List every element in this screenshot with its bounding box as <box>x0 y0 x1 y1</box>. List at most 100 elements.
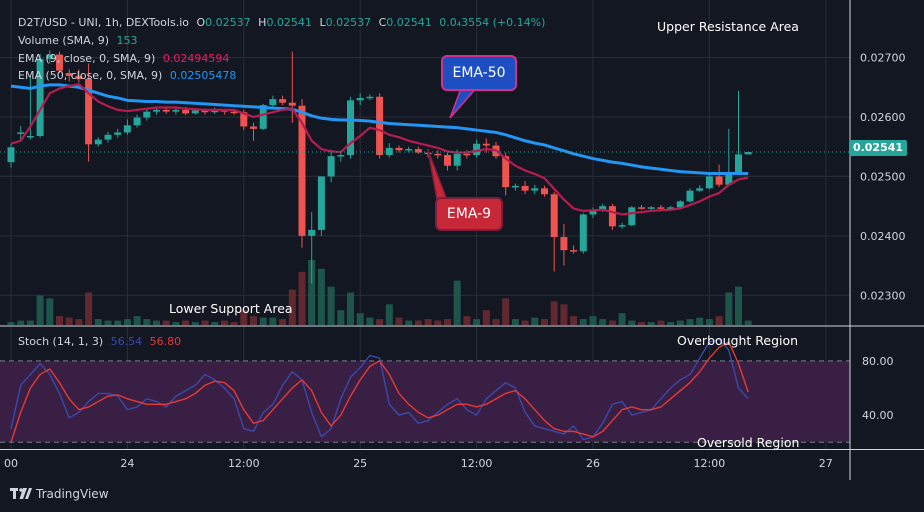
volume-bar <box>75 319 83 325</box>
volume-bar <box>686 319 694 325</box>
time-tick-label: 27 <box>819 457 833 470</box>
candle-body <box>385 147 393 156</box>
candle-body <box>511 185 519 188</box>
candle-body <box>143 111 151 118</box>
volume-bar <box>191 322 199 325</box>
candle-body <box>114 132 122 135</box>
tradingview-logo[interactable]: TradingView <box>10 487 109 501</box>
volume-bar <box>657 320 665 325</box>
volume-bar <box>715 316 723 325</box>
volume-bar <box>502 298 510 325</box>
candle-body <box>599 206 607 210</box>
volume-label: Volume (SMA, 9) <box>18 34 109 47</box>
stoch-d-line <box>10 341 749 443</box>
brand-name: TradingView <box>36 487 109 501</box>
candle-body <box>725 172 733 185</box>
ema9-callout: EMA-9 <box>435 197 503 231</box>
volume-bar <box>705 319 713 325</box>
candle-body <box>647 207 655 209</box>
candle-body <box>317 176 325 230</box>
low-label: L <box>319 16 326 29</box>
stoch-tick-label: 40.00 <box>862 409 894 422</box>
volume-bar <box>85 292 93 325</box>
volume-bar <box>463 316 471 325</box>
candle-body <box>191 110 199 114</box>
volume-bar <box>46 298 54 325</box>
volume-bar <box>220 320 228 325</box>
volume-bar <box>550 301 558 325</box>
time-tick-label: 24 <box>120 457 134 470</box>
volume-bar <box>676 320 684 325</box>
volume-bar <box>366 317 374 325</box>
ema50-callout: EMA-50 <box>441 55 517 91</box>
volume-bar <box>94 319 102 325</box>
ema50-value: 0.02505478 <box>169 69 237 82</box>
candle-body <box>269 99 277 106</box>
close-label: C <box>378 16 387 29</box>
volume-bar <box>541 319 548 325</box>
candle-body <box>85 78 93 145</box>
stochastic-panel <box>0 338 850 443</box>
volume-bar <box>65 317 73 325</box>
volume-bar <box>356 313 364 325</box>
volume-value: 153 <box>116 34 138 47</box>
candle-body <box>133 117 141 126</box>
volume-bar <box>667 322 675 325</box>
ema50-label: EMA (50, close, 0, SMA, 9) <box>18 69 163 82</box>
time-tick-label: 25 <box>353 457 367 470</box>
volume-bar <box>153 320 160 325</box>
candle-body <box>453 153 461 166</box>
time-tick-label: 12:00 <box>461 457 493 470</box>
stoch-label: Stoch (14, 1, 3) <box>18 335 104 348</box>
volume-bar <box>570 316 578 325</box>
candle-body <box>123 125 131 133</box>
candle-body <box>686 190 694 202</box>
volume-bar <box>521 320 529 325</box>
volume-bar <box>735 286 742 325</box>
volume-bar <box>385 304 393 325</box>
volume-bar <box>56 316 63 325</box>
candle-body <box>240 112 248 127</box>
candle-body <box>288 102 296 106</box>
candle-body <box>589 209 597 215</box>
lower-support-label: Lower Support Area <box>169 301 293 316</box>
stoch-k-line <box>10 338 749 441</box>
volume-bar <box>453 280 461 325</box>
volume-bar <box>405 320 413 325</box>
candle-body <box>94 139 102 145</box>
stoch-k-value: 56.54 <box>110 335 143 348</box>
candle-body <box>201 110 209 113</box>
volume-bar <box>395 317 403 325</box>
volume-bar <box>211 322 219 325</box>
candle-body <box>560 237 568 251</box>
candle-body <box>463 153 471 156</box>
high-label: H <box>258 16 267 29</box>
candle-body <box>473 143 481 156</box>
candle-body <box>735 154 742 173</box>
candle-body <box>366 96 374 99</box>
volume-bar <box>269 317 277 325</box>
candle-body <box>308 229 316 236</box>
change-value: 0.0₄3554 (+0.14%) <box>439 16 546 29</box>
candle-body <box>657 207 665 209</box>
candle-body <box>26 136 34 138</box>
symbol-title: D2T/USD - UNI, 1h, DEXTools.io <box>18 16 189 29</box>
volume-bar <box>531 317 539 325</box>
volume-bar <box>492 319 500 325</box>
open-label: O <box>196 16 206 29</box>
candle-body <box>414 149 422 153</box>
candle-body <box>502 156 510 188</box>
volume-bar <box>444 319 451 325</box>
volume-bar <box>744 320 752 325</box>
candle-body <box>298 105 306 236</box>
candle-body <box>162 109 170 112</box>
ohlc-legend: D2T/USD - UNI, 1h, DEXTools.io O0.02537 … <box>18 16 549 29</box>
candle-body <box>230 111 238 114</box>
candle-body <box>608 206 616 227</box>
volume-bar <box>414 320 422 325</box>
volume-legend: Volume (SMA, 9) 153 <box>18 34 141 47</box>
candlestick-series <box>7 50 752 284</box>
volume-bar <box>337 310 345 325</box>
candle-body <box>521 185 529 191</box>
volume-bar <box>298 271 306 325</box>
